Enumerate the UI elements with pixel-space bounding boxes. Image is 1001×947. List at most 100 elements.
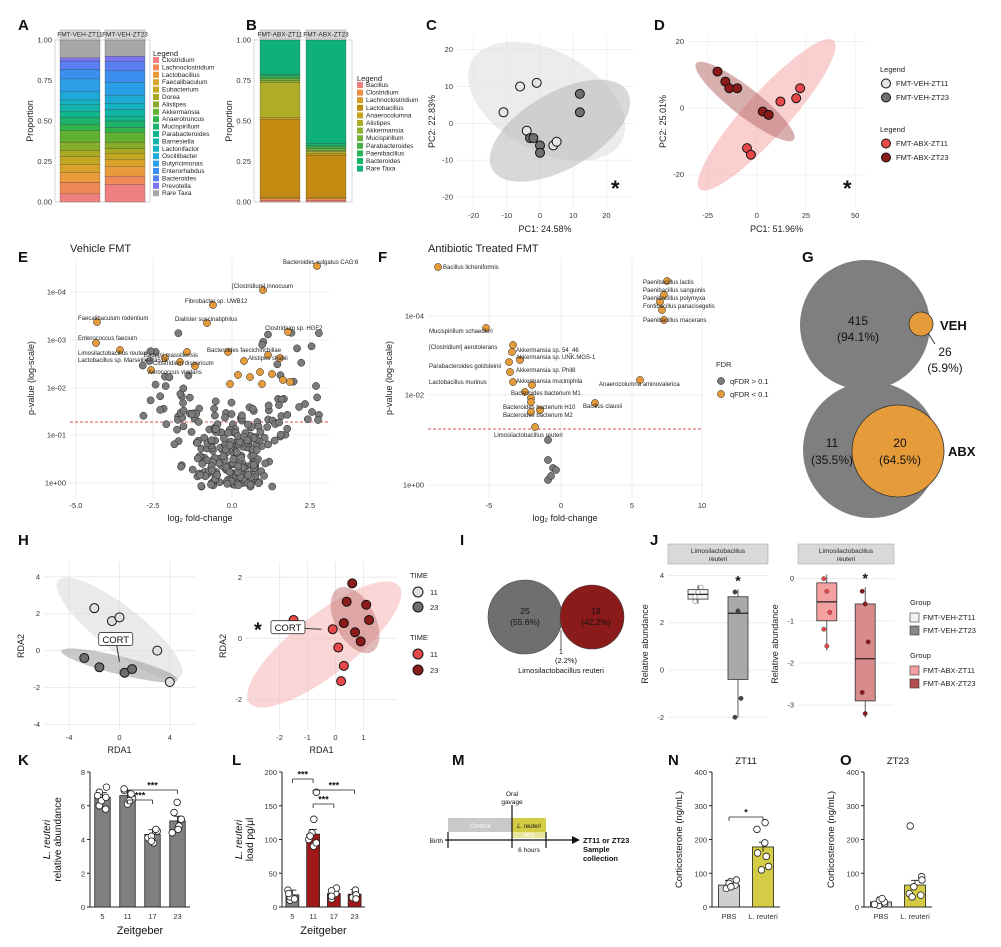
species-annotation: Parabacteroides goldsteinii xyxy=(429,364,501,370)
data-point xyxy=(147,837,156,845)
data-point xyxy=(795,83,806,94)
legend-swatch xyxy=(153,86,159,93)
species-annotation: Dialister succinatiphilus xyxy=(175,317,237,323)
data-point xyxy=(527,408,535,416)
bar-segment xyxy=(104,120,146,128)
panel-label-o: O xyxy=(840,752,852,769)
panel-label-f: F xyxy=(378,249,387,266)
data-point xyxy=(176,358,184,366)
legend-title: Group xyxy=(910,598,931,607)
legend-entry: Akkermansia xyxy=(162,109,200,116)
data-point xyxy=(116,346,124,354)
legend-entry: Prevotella xyxy=(162,183,191,190)
legend-entry: 23 xyxy=(430,666,438,675)
oral-gavage-label: Oral xyxy=(506,791,519,798)
legend-swatch xyxy=(357,104,363,111)
legend-entry: Enterorhabdus xyxy=(162,168,205,175)
data-point xyxy=(827,609,833,615)
data-point xyxy=(232,448,241,457)
legend-swatch xyxy=(153,94,159,100)
plot-area xyxy=(798,566,894,722)
data-point xyxy=(186,393,194,402)
y-axis-label: Corticosterone (ng/mL) xyxy=(674,791,685,888)
data-point xyxy=(233,432,242,440)
y-tick-label: 4 xyxy=(81,836,85,845)
legend-swatch xyxy=(153,153,159,160)
control-period-bar xyxy=(448,818,512,832)
bar-segment xyxy=(305,200,347,203)
bar-segment xyxy=(305,198,347,201)
data-point xyxy=(574,107,585,118)
bar-segment xyxy=(59,111,101,118)
y-axis-label: Proportion xyxy=(25,100,35,142)
legend-entry: FMT-VEH-ZT23 xyxy=(923,626,976,635)
venn-count: 11 xyxy=(826,436,839,450)
bar xyxy=(94,796,111,908)
data-point xyxy=(170,440,179,449)
bar-segment xyxy=(59,182,101,195)
data-point xyxy=(234,462,242,471)
data-point xyxy=(152,645,163,656)
legend-entry: Alistipes xyxy=(366,120,391,127)
data-point xyxy=(151,380,160,389)
venn-diagram-g: 415 (94.1%) VEH 26 (5.9%) 11 (35.5%) 20 (64.5%) A… xyxy=(800,260,976,518)
legend-entry: Dorea xyxy=(162,94,180,101)
data-point xyxy=(552,466,560,474)
y-tick-label: 0 xyxy=(703,903,707,912)
data-point xyxy=(168,829,176,837)
legend-entry: Mucispirillum xyxy=(366,135,404,142)
legend-swatch xyxy=(357,135,363,142)
bar-segment xyxy=(59,124,101,131)
species-annotation: Bacteroides bacterium M1 xyxy=(511,391,581,397)
legend-entry: FMT-ABX-ZT23 xyxy=(923,679,976,688)
legend-entry: Bacillus xyxy=(366,82,389,89)
legend-entry: Mucispirillum xyxy=(162,124,200,131)
facet-label: Limosilactobacillus xyxy=(691,548,746,555)
facet-strip xyxy=(305,29,347,40)
data-point xyxy=(521,388,529,396)
bar-segment xyxy=(305,39,347,144)
confidence-ellipse xyxy=(56,577,183,680)
data-point xyxy=(194,418,203,426)
data-point xyxy=(248,404,257,413)
data-point xyxy=(276,354,284,362)
reuteri-period-bar xyxy=(512,818,546,832)
species-annotation: Bacteroides vulgatus CAG:6 xyxy=(283,260,359,266)
legend-swatch xyxy=(909,678,920,689)
data-point xyxy=(170,808,178,817)
legend-swatch xyxy=(357,127,363,134)
bar-segment xyxy=(59,39,101,58)
facet-label: Limosilactobacillus xyxy=(819,548,874,555)
bar-segment xyxy=(259,198,301,201)
data-point xyxy=(79,653,90,663)
bar-segment xyxy=(59,78,101,92)
data-point xyxy=(243,420,252,429)
legend-entry: FMT-ABX-ZT11 xyxy=(923,666,975,675)
x-tick-label: -1 xyxy=(304,733,311,742)
species-annotation: Lactobacillus murinus xyxy=(429,380,487,386)
data-point xyxy=(240,357,248,365)
data-point xyxy=(92,339,100,347)
legend-swatch xyxy=(153,116,159,123)
legend-swatch xyxy=(153,160,159,167)
data-point xyxy=(531,423,539,431)
data-point xyxy=(238,411,246,420)
legend-title: FDR xyxy=(716,360,732,369)
legend-entry: Alistipes xyxy=(162,101,187,108)
x-tick-label: 5 xyxy=(290,912,294,921)
data-point xyxy=(692,594,698,600)
data-point xyxy=(509,378,517,386)
data-point xyxy=(275,418,284,427)
venn-circle-unique xyxy=(851,404,945,498)
bar-segment xyxy=(104,153,146,161)
y-tick-label: 0 xyxy=(790,574,794,583)
data-point xyxy=(93,791,102,800)
bar-chart-o: 0 100 200 300 400 PBS L. reuteri ZT23 Corticoste… xyxy=(826,756,932,921)
data-point xyxy=(284,328,292,336)
data-point xyxy=(527,398,535,406)
legend-entry: Lactobacillus xyxy=(162,72,200,79)
data-point xyxy=(341,596,352,607)
y-axis-label: RDA2 xyxy=(218,634,228,658)
